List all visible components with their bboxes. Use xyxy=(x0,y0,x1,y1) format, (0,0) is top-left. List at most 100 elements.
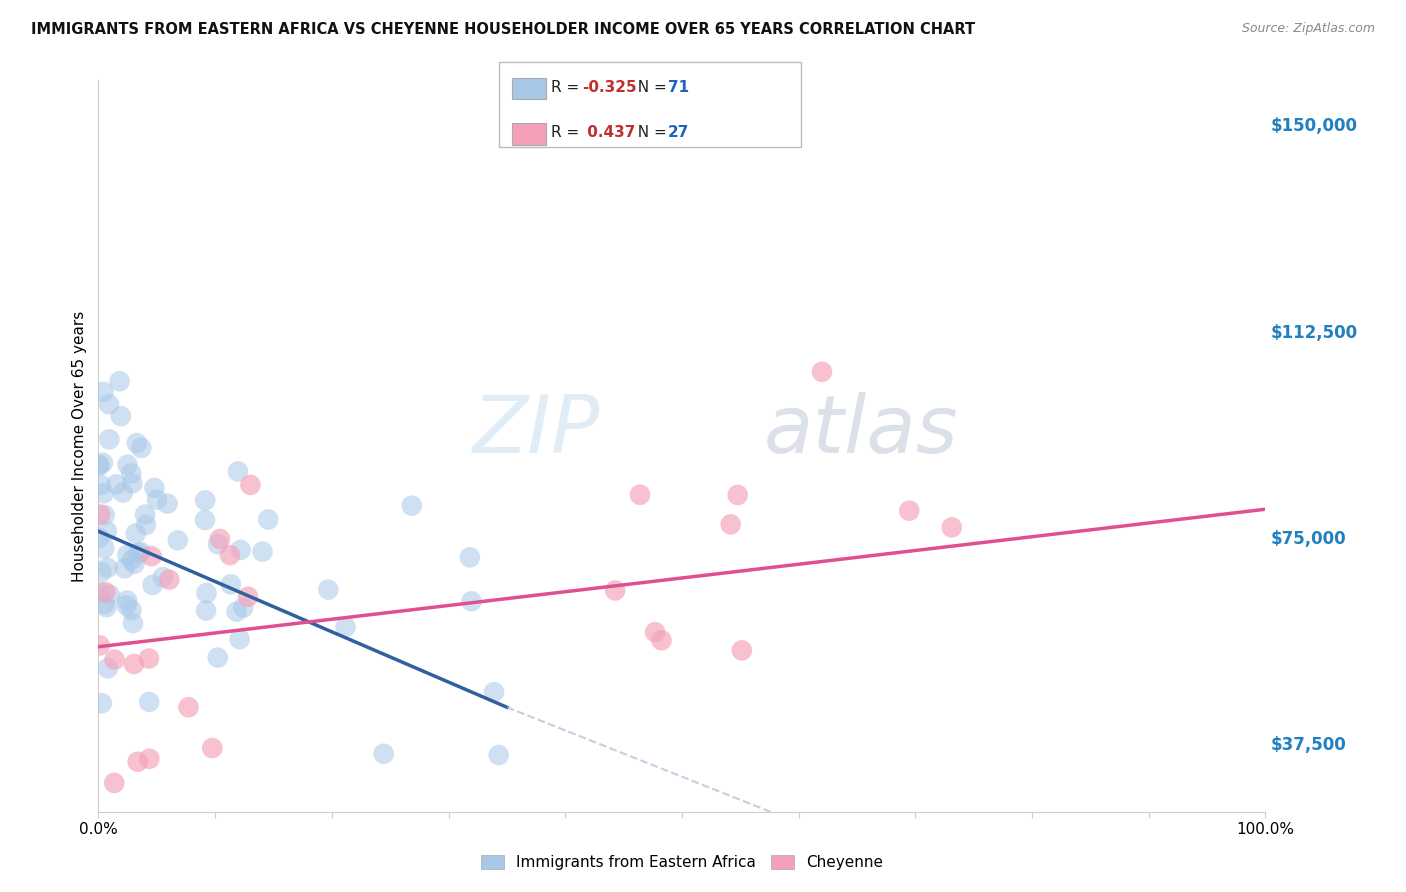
Point xyxy=(115,593,138,607)
Point xyxy=(127,755,149,769)
Point xyxy=(335,620,357,634)
Point xyxy=(98,397,121,411)
Point xyxy=(98,588,121,602)
Point xyxy=(89,508,111,522)
Text: R =: R = xyxy=(551,80,585,95)
Text: ZIP: ZIP xyxy=(472,392,600,470)
Point xyxy=(115,599,138,613)
Point xyxy=(225,605,247,619)
Point xyxy=(373,747,395,761)
Text: 27: 27 xyxy=(668,126,689,140)
Point xyxy=(252,544,274,558)
Point xyxy=(650,633,672,648)
Point xyxy=(141,578,163,592)
Point xyxy=(108,374,131,388)
Point xyxy=(166,533,188,548)
Point xyxy=(811,365,834,379)
Point xyxy=(111,485,134,500)
Point xyxy=(121,476,143,491)
Point xyxy=(194,513,217,527)
Point xyxy=(138,752,160,766)
Point xyxy=(138,695,160,709)
Point xyxy=(90,565,112,579)
Point xyxy=(135,518,157,533)
Point xyxy=(110,409,132,424)
Text: 71: 71 xyxy=(668,80,689,95)
Point xyxy=(177,700,200,714)
Point xyxy=(117,548,139,562)
Point xyxy=(93,486,115,500)
Point xyxy=(226,465,249,479)
Point xyxy=(89,585,111,599)
Text: N =: N = xyxy=(628,126,672,140)
Text: N =: N = xyxy=(628,80,672,95)
Point xyxy=(117,458,139,472)
Point xyxy=(219,577,242,591)
Point xyxy=(124,557,146,571)
Point xyxy=(89,639,111,653)
Text: atlas: atlas xyxy=(763,392,959,470)
Point xyxy=(114,561,136,575)
Point xyxy=(138,651,160,665)
Point xyxy=(232,600,254,615)
Point xyxy=(122,616,145,631)
Point xyxy=(482,685,505,699)
Point xyxy=(131,441,153,455)
Point xyxy=(195,603,218,617)
Text: Source: ZipAtlas.com: Source: ZipAtlas.com xyxy=(1241,22,1375,36)
Point xyxy=(96,524,118,538)
Point xyxy=(94,585,117,599)
Point xyxy=(207,650,229,665)
Point xyxy=(727,488,749,502)
Point xyxy=(195,586,218,600)
Point xyxy=(141,549,163,563)
Point xyxy=(91,456,114,470)
Point xyxy=(89,531,111,545)
Point xyxy=(121,603,143,617)
Point xyxy=(720,517,742,532)
Text: 0.437: 0.437 xyxy=(582,126,636,140)
Point xyxy=(134,508,156,522)
Point xyxy=(628,488,651,502)
Point xyxy=(87,458,110,473)
Point xyxy=(941,520,963,534)
Point xyxy=(236,590,259,604)
Point xyxy=(98,433,121,447)
Point xyxy=(90,478,112,492)
Point xyxy=(122,657,145,671)
Point xyxy=(96,560,118,574)
Point xyxy=(229,542,252,557)
Point xyxy=(157,573,180,587)
Point xyxy=(603,583,626,598)
Point xyxy=(105,477,128,491)
Point xyxy=(143,481,166,495)
Point xyxy=(127,546,149,560)
Point xyxy=(401,499,423,513)
Point xyxy=(104,653,127,667)
Point xyxy=(201,741,224,756)
Point xyxy=(93,541,115,556)
Point xyxy=(318,582,340,597)
Point xyxy=(146,492,169,507)
Point xyxy=(125,526,148,541)
Point xyxy=(90,696,112,710)
Point xyxy=(89,458,111,472)
Point xyxy=(152,570,174,584)
Point xyxy=(731,643,754,657)
Point xyxy=(156,497,179,511)
Point xyxy=(103,776,125,790)
Point xyxy=(97,661,120,675)
Point xyxy=(194,493,217,508)
Y-axis label: Householder Income Over 65 years: Householder Income Over 65 years xyxy=(72,310,87,582)
Legend: Immigrants from Eastern Africa, Cheyenne: Immigrants from Eastern Africa, Cheyenne xyxy=(481,855,883,870)
Point xyxy=(121,553,143,567)
Point xyxy=(208,532,231,546)
Point xyxy=(129,545,152,559)
Point xyxy=(93,384,115,399)
Point xyxy=(219,548,242,562)
Point xyxy=(120,467,142,481)
Point xyxy=(125,436,148,450)
Point xyxy=(257,512,280,526)
Point xyxy=(898,504,921,518)
Text: IMMIGRANTS FROM EASTERN AFRICA VS CHEYENNE HOUSEHOLDER INCOME OVER 65 YEARS CORR: IMMIGRANTS FROM EASTERN AFRICA VS CHEYEN… xyxy=(31,22,974,37)
